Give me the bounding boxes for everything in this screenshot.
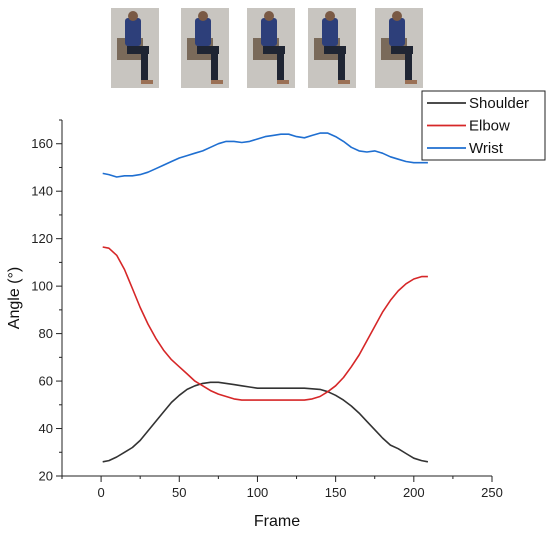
frame-thumbnail-1 xyxy=(111,8,159,88)
shin-shape xyxy=(405,52,412,80)
shin-shape xyxy=(211,52,218,80)
x-tick-label: 50 xyxy=(172,485,186,500)
y-tick-label: 100 xyxy=(31,279,53,294)
shin-shape xyxy=(141,52,148,80)
torso-shape xyxy=(322,18,338,46)
frame-thumbnail-2 xyxy=(181,8,229,88)
head-shape xyxy=(264,11,274,21)
thigh-shape xyxy=(324,46,346,54)
legend-label-wrist: Wrist xyxy=(469,140,504,157)
thigh-shape xyxy=(127,46,149,54)
y-tick-label: 20 xyxy=(39,469,53,484)
y-tick-label: 140 xyxy=(31,184,53,199)
foot-shape xyxy=(211,80,223,84)
head-shape xyxy=(325,11,335,21)
shin-shape xyxy=(277,52,284,80)
torso-shape xyxy=(195,18,211,46)
series-line-elbow xyxy=(102,246,428,401)
chart-legend: Shoulder Elbow Wrist xyxy=(421,90,546,161)
torso-shape xyxy=(261,18,277,46)
x-tick-label: 100 xyxy=(247,485,269,500)
series-line-wrist xyxy=(102,132,428,178)
y-tick-label: 80 xyxy=(39,326,53,341)
y-axis-title: Angle (°) xyxy=(6,267,23,329)
foot-shape xyxy=(277,80,289,84)
x-axis-title: Frame xyxy=(254,513,300,530)
foot-shape xyxy=(405,80,417,84)
head-shape xyxy=(198,11,208,21)
frame-thumbnails xyxy=(111,8,423,88)
shin-shape xyxy=(338,52,345,80)
x-tick-label: 250 xyxy=(481,485,503,500)
head-shape xyxy=(128,11,138,21)
frame-thumbnail-4 xyxy=(308,8,356,88)
head-shape xyxy=(392,11,402,21)
x-tick-label: 200 xyxy=(403,485,425,500)
x-tick-label: 150 xyxy=(325,485,347,500)
y-axis-ticks: 20 40 60 80 100 120 140 160 xyxy=(31,119,62,484)
torso-shape xyxy=(125,18,141,46)
thigh-shape xyxy=(263,46,285,54)
y-tick-label: 40 xyxy=(39,421,53,436)
foot-shape xyxy=(338,80,350,84)
foot-shape xyxy=(141,80,153,84)
torso-shape xyxy=(389,18,405,46)
series-lines xyxy=(102,132,429,463)
frame-thumbnail-5 xyxy=(375,8,423,88)
thigh-shape xyxy=(197,46,219,54)
frame-thumbnail-3 xyxy=(247,8,295,88)
series-line-shoulder xyxy=(102,381,429,463)
x-tick-label: 0 xyxy=(97,485,104,500)
thigh-shape xyxy=(391,46,413,54)
y-tick-label: 120 xyxy=(31,231,53,246)
y-tick-label: 160 xyxy=(31,136,53,151)
y-tick-label: 60 xyxy=(39,374,53,389)
legend-label-elbow: Elbow xyxy=(469,118,510,135)
x-axis-ticks: 0 50 100 150 200 250 xyxy=(61,476,503,500)
chart-axes xyxy=(61,120,492,477)
legend-label-shoulder: Shoulder xyxy=(469,95,529,112)
